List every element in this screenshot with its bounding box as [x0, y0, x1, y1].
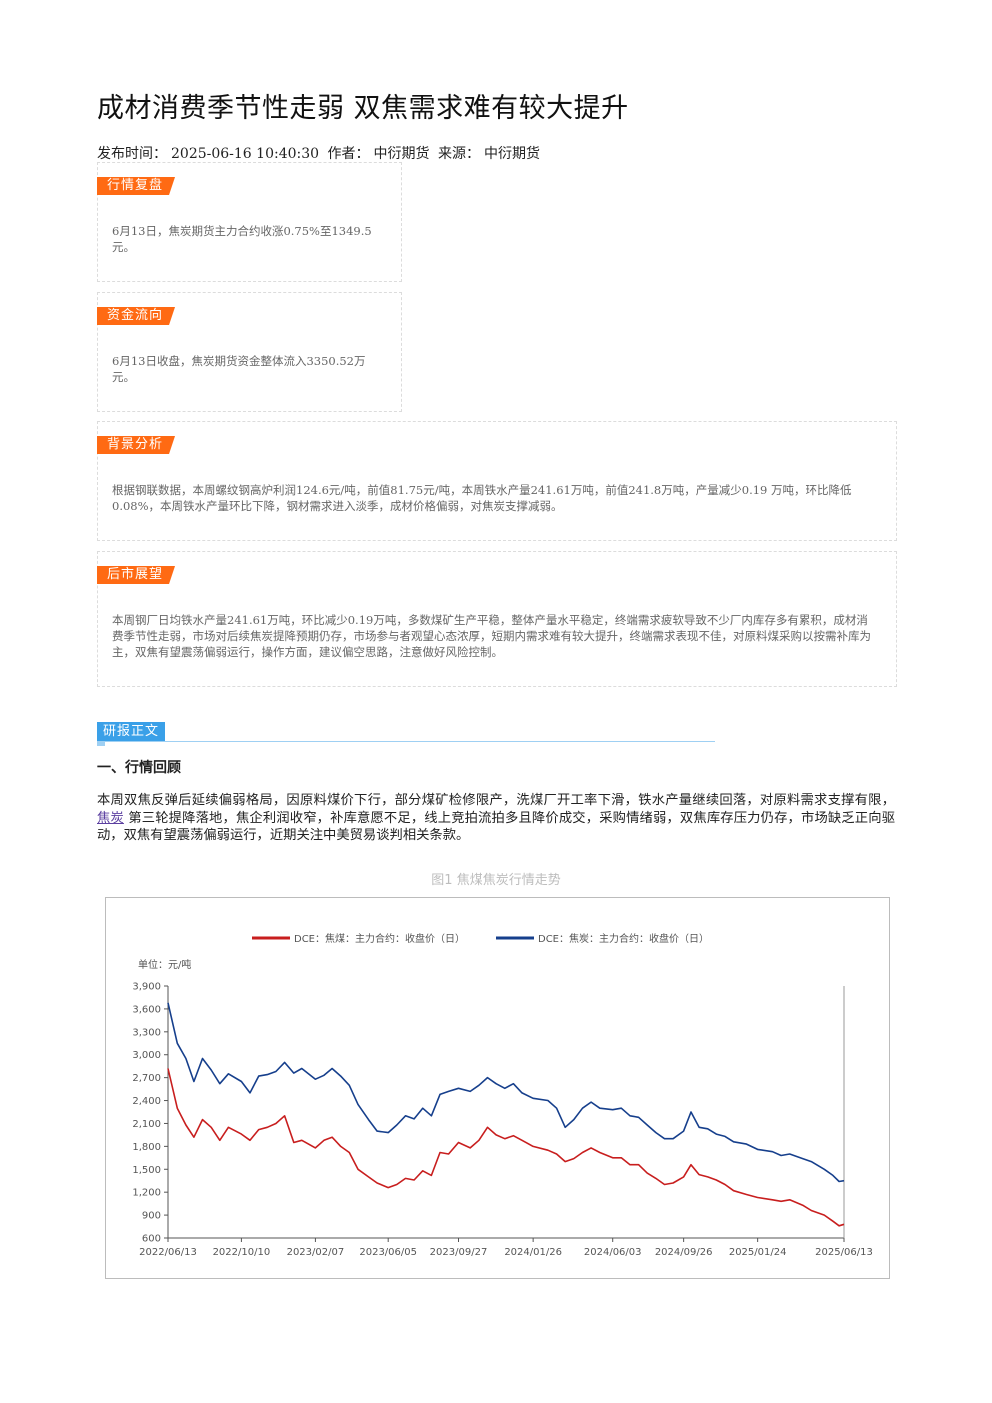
section-heading: 一、行情回顾: [97, 760, 181, 776]
price-line-chart: 单位：元/吨 3,900 3,600 3,300 3,000 2,700 2,400 2,10…: [132, 932, 873, 1258]
x-tick-label: 2025/01/24: [729, 1247, 787, 1258]
chart-frame: 单位：元/吨 3,900 3,600 3,300 3,000 2,700 2,400 2,10…: [105, 897, 890, 1279]
market-review-box: 行情复盘 6月13日，焦炭期货主力合约收涨0.75%至1349.5元。: [97, 162, 402, 282]
y-tick-label: 900: [142, 1211, 161, 1222]
outlook-box: 后市展望 本周钢厂日均铁水产量241.61万吨，环比减少0.19万吨，多数煤矿生…: [97, 551, 897, 687]
paragraph-part-1: 本周双焦反弹后延续偏弱格局，因原料煤价下行，部分煤矿检修限产，洗煤厂开工率下滑，…: [97, 793, 895, 808]
y-tick-label: 2,400: [132, 1096, 161, 1107]
article-title: 成材消费季节性走弱 双焦需求难有较大提升: [97, 93, 629, 124]
x-tick-label: 2023/09/27: [430, 1247, 488, 1258]
market-review-paragraph: 本周双焦反弹后延续偏弱格局，因原料煤价下行，部分煤矿检修限产，洗煤厂开工率下滑，…: [97, 792, 895, 845]
capital-flow-box: 资金流向 6月13日收盘，焦炭期货资金整体流入3350.52万元。: [97, 292, 402, 412]
y-tick-label: 2,700: [132, 1073, 161, 1084]
figure-caption: 图1 焦煤焦炭行情走势: [431, 873, 561, 888]
market-review-text: 6月13日，焦炭期货主力合约收涨0.75%至1349.5元。: [112, 224, 372, 254]
background-text: 根据钢联数据，本周螺纹钢高炉利润124.6元/吨，前值81.75元/吨，本周铁水…: [112, 483, 852, 513]
unit-label: 单位：元/吨: [138, 958, 191, 971]
y-tick-label: 3,600: [132, 1004, 161, 1015]
y-tick-label: 1,500: [132, 1165, 161, 1176]
section-divider-accent: [97, 742, 105, 746]
series-line-coke: [167, 1002, 845, 1183]
publish-time: 2025-06-16 10:40:30: [171, 146, 320, 162]
x-tick-label: 2025/06/13: [815, 1247, 873, 1258]
author-label: 作者：: [327, 146, 370, 162]
capital-flow-text: 6月13日收盘，焦炭期货资金整体流入3350.52万元。: [112, 354, 366, 384]
x-tick-label: 2023/02/07: [287, 1247, 345, 1258]
series-line-coking-coal: [167, 1068, 845, 1227]
y-tick-label: 1,200: [132, 1188, 161, 1199]
x-tick-label: 2023/06/05: [359, 1247, 417, 1258]
x-tick-label: 2024/06/03: [584, 1247, 642, 1258]
y-tick-label: 600: [142, 1234, 161, 1245]
background-tag: 背景分析: [97, 436, 175, 454]
y-tick-label: 2,100: [132, 1119, 161, 1130]
source-label: 来源：: [437, 146, 480, 162]
section-divider: [97, 741, 715, 742]
coke-link[interactable]: 焦炭: [97, 810, 124, 826]
y-tick-label: 1,800: [132, 1142, 161, 1153]
article-meta: 发布时间： 2025-06-16 10:40:30 作者： 中衍期货 来源： 中衍期货: [97, 143, 544, 163]
x-tick-label: 2022/06/13: [139, 1247, 197, 1258]
market-review-tag: 行情复盘: [97, 177, 175, 195]
legend-label-coking-coal: DCE：焦煤：主力合约：收盘价（日）: [294, 932, 465, 945]
outlook-text: 本周钢厂日均铁水产量241.61万吨，环比减少0.19万吨，多数煤矿生产平稳，整…: [112, 613, 871, 659]
x-tick-label: 2024/01/26: [504, 1247, 562, 1258]
background-box: 背景分析 根据钢联数据，本周螺纹钢高炉利润124.6元/吨，前值81.75元/吨…: [97, 421, 897, 541]
y-tick-label: 3,900: [132, 982, 161, 993]
legend-label-coke: DCE：焦炭：主力合约：收盘价（日）: [538, 932, 709, 945]
capital-flow-tag: 资金流向: [97, 307, 175, 325]
x-tick-label: 2022/10/10: [213, 1247, 271, 1258]
author-name: 中衍期货: [373, 146, 430, 162]
y-tick-label: 3,000: [132, 1050, 161, 1061]
paragraph-part-2: 第三轮提降落地，焦企利润收窄，补库意愿不足，线上竞拍流拍多且降价成交，采购情绪弱…: [97, 810, 896, 844]
publish-label: 发布时间：: [97, 146, 167, 162]
report-section-tag: 研报正文: [97, 722, 166, 742]
source-name: 中衍期货: [483, 146, 540, 162]
y-tick-label: 3,300: [132, 1027, 161, 1038]
outlook-tag: 后市展望: [97, 566, 175, 584]
x-tick-label: 2024/09/26: [655, 1247, 713, 1258]
